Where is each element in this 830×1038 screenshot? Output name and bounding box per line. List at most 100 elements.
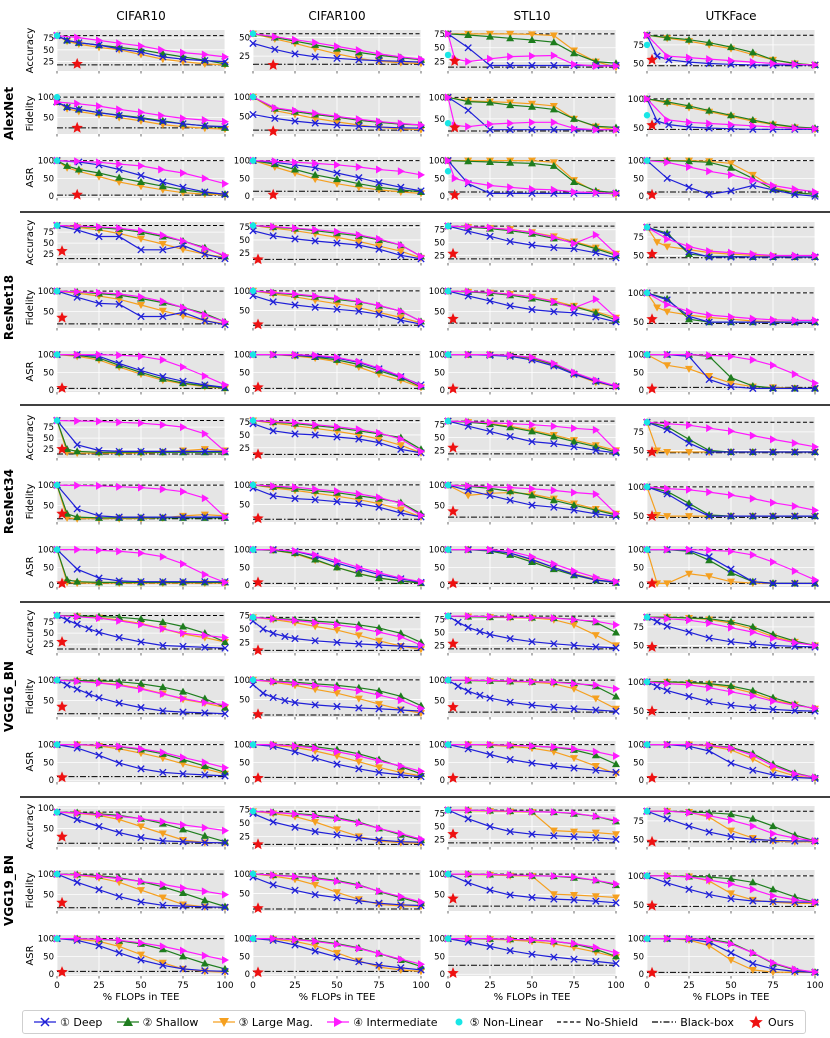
data-point: [180, 169, 187, 178]
data-point: [159, 420, 167, 429]
data-point: [613, 62, 620, 71]
data-point: [159, 942, 167, 951]
data-point: [727, 890, 735, 898]
data-point: [158, 894, 167, 902]
data-point: [653, 447, 662, 455]
data-point: [159, 707, 167, 715]
data-point: [486, 157, 494, 165]
legend-marker-ours: [749, 1015, 763, 1029]
data-point: [571, 60, 578, 69]
y-tick-label: 75: [434, 421, 445, 431]
data-point: [180, 363, 187, 372]
non-linear-point: [53, 481, 61, 489]
ours-star: [71, 57, 83, 69]
data-point: [312, 618, 320, 627]
data-point: [180, 423, 187, 432]
data-point: [222, 826, 229, 835]
ours-star: [56, 771, 68, 783]
data-point: [115, 577, 123, 585]
y-axis-label: Accuracy: [25, 415, 36, 461]
data-point: [137, 312, 145, 321]
data-point: [291, 698, 299, 707]
data-point: [591, 829, 600, 837]
data-point: [612, 835, 620, 843]
series-deep: [249, 227, 425, 263]
data-point: [159, 748, 167, 757]
y-tick-label: 25: [43, 640, 54, 650]
non-linear-point: [53, 935, 61, 942]
data-point: [770, 315, 777, 324]
data-point: [137, 447, 145, 456]
y-tick-label: 100: [429, 676, 445, 686]
data-point: [664, 419, 672, 428]
data-point: [63, 681, 71, 689]
y-tick-label: 100: [429, 481, 445, 491]
data-point: [418, 317, 425, 326]
data-point: [592, 876, 600, 885]
data-point: [812, 61, 819, 70]
data-point: [179, 447, 187, 456]
data-point: [612, 768, 620, 777]
data-point: [749, 550, 757, 559]
series-intermediate: [54, 611, 229, 642]
data-point: [312, 159, 320, 168]
data-point: [397, 316, 405, 324]
data-point: [506, 755, 514, 764]
y-tick-label: 75: [43, 618, 54, 628]
data-point: [592, 62, 600, 71]
non-linear-point: [643, 112, 651, 119]
data-point: [705, 38, 714, 46]
data-point: [418, 252, 425, 261]
data-point: [769, 705, 777, 714]
data-point: [333, 894, 341, 902]
data-point: [355, 122, 363, 130]
data-point: [528, 701, 536, 709]
data-point: [549, 38, 558, 46]
data-point: [664, 679, 672, 688]
data-point: [138, 108, 145, 117]
data-point: [96, 872, 103, 881]
series-intermediate: [250, 740, 425, 776]
data-point: [791, 251, 799, 260]
data-point: [221, 772, 229, 780]
data-point: [592, 188, 600, 197]
data-point: [769, 836, 777, 844]
y-tick-label: 100: [429, 741, 445, 751]
data-point: [705, 828, 713, 836]
data-point: [706, 619, 714, 628]
data-point: [465, 740, 473, 749]
legend-item-ours: Ours: [748, 1015, 794, 1029]
data-point: [791, 384, 799, 393]
data-point: [465, 870, 473, 879]
data-point: [73, 577, 82, 585]
y-axis-label: Fidelity: [25, 484, 36, 520]
data-point: [465, 122, 473, 131]
data-point: [291, 301, 299, 309]
data-point: [749, 314, 757, 323]
data-point: [686, 808, 693, 817]
data-point: [159, 817, 167, 826]
data-point: [418, 898, 425, 907]
legend-marker-deep: [34, 1017, 57, 1027]
y-axis-label: Accuracy: [25, 804, 36, 850]
data-point: [222, 513, 229, 522]
ours-star: [56, 245, 68, 256]
y-axis-label: Accuracy: [25, 610, 36, 656]
data-point: [749, 897, 757, 905]
ours-star: [447, 637, 459, 649]
data-point: [137, 703, 145, 712]
data-point: [312, 109, 320, 118]
data-point: [706, 351, 714, 360]
data-point: [791, 638, 799, 647]
y-tick-label: 100: [38, 741, 54, 751]
data-point: [95, 942, 103, 950]
data-point: [355, 435, 363, 443]
data-point: [355, 241, 363, 249]
data-point: [465, 545, 473, 554]
ours-star: [646, 899, 658, 911]
y-tick-label: 50: [43, 563, 54, 573]
